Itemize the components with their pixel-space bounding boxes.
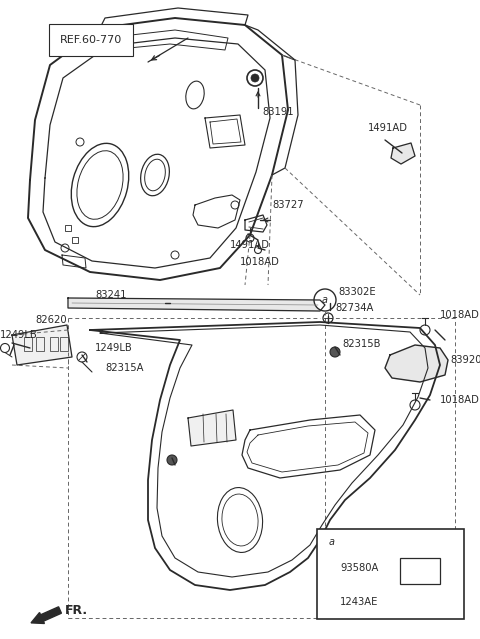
Text: 82315A: 82315A [105,363,144,373]
Text: 1018AD: 1018AD [240,257,280,267]
Text: 83920B: 83920B [450,355,480,365]
Circle shape [167,455,177,465]
Circle shape [314,289,336,311]
Text: 1491AD: 1491AD [368,123,408,133]
Polygon shape [385,345,448,382]
Text: 1491AD: 1491AD [230,240,270,250]
FancyArrow shape [31,607,61,624]
Text: 83302E: 83302E [338,287,376,297]
Polygon shape [12,325,72,365]
Text: 1243AE: 1243AE [340,597,378,607]
FancyBboxPatch shape [317,529,464,619]
Text: a: a [329,537,335,547]
Text: 83727: 83727 [272,200,304,210]
Circle shape [330,347,340,357]
Text: a: a [322,295,328,305]
Text: 1018AD: 1018AD [440,395,480,405]
Text: 83241: 83241 [95,290,127,300]
Circle shape [322,532,342,552]
Text: 82734A: 82734A [335,303,373,313]
Polygon shape [188,410,236,446]
Circle shape [251,74,259,82]
Text: 82620: 82620 [35,315,67,325]
Text: 93580A: 93580A [340,563,378,573]
Text: 1249LB: 1249LB [0,330,38,340]
Text: FR.: FR. [65,603,88,617]
Text: 1018AD: 1018AD [440,310,480,320]
Text: 82315B: 82315B [342,339,381,349]
Polygon shape [391,143,415,164]
Polygon shape [68,298,325,311]
Text: 83191: 83191 [262,107,294,117]
Text: REF.60-770: REF.60-770 [60,35,122,45]
Text: 1249LB: 1249LB [95,343,133,353]
